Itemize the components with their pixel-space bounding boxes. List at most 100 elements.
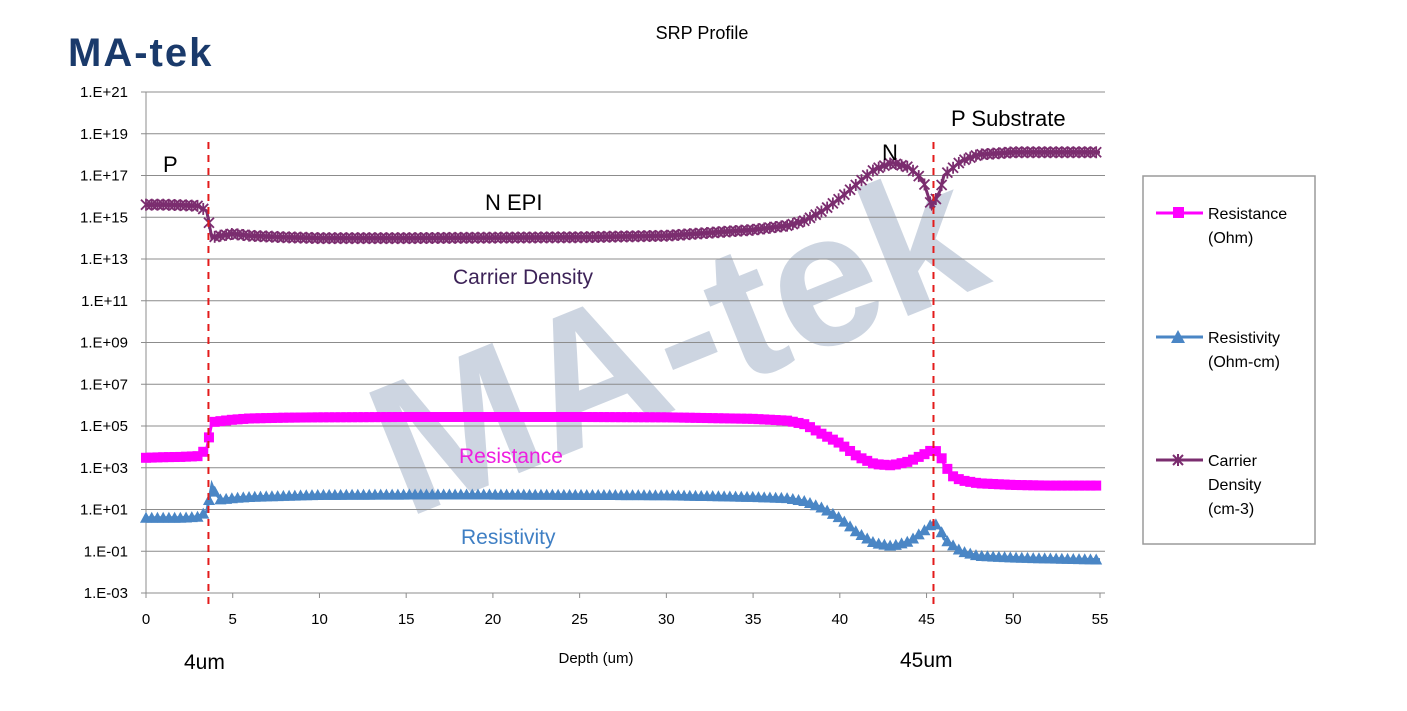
data-point	[1011, 479, 1022, 490]
data-point	[518, 411, 529, 422]
data-point	[146, 452, 157, 463]
data-point	[221, 415, 232, 426]
data-point	[186, 451, 197, 462]
data-point	[890, 459, 901, 470]
data-point	[902, 456, 913, 467]
data-point	[764, 414, 775, 425]
legend-item-resistance: Resistance (Ohm)	[1156, 206, 1287, 247]
x-axis-ticks: 0 5 10 15 20 25 30 35 40 45 50 55	[142, 611, 1109, 628]
data-point	[564, 411, 575, 422]
data-point	[844, 520, 857, 532]
data-point	[1074, 480, 1085, 491]
data-point	[925, 445, 936, 456]
square-marker-icon	[1173, 207, 1184, 218]
data-point	[341, 412, 352, 423]
data-point	[661, 412, 672, 423]
region-p-label: P	[163, 152, 178, 177]
data-point	[724, 413, 735, 424]
gridlines	[141, 91, 1105, 598]
data-point	[495, 411, 506, 422]
data-point	[616, 412, 627, 423]
legend-label: Resistance	[1208, 206, 1287, 223]
data-point	[208, 485, 221, 497]
data-point	[929, 518, 942, 530]
data-point	[398, 412, 409, 423]
x-tick-label: 25	[571, 611, 588, 628]
data-point	[679, 412, 690, 423]
data-point	[742, 413, 753, 424]
data-point	[656, 412, 667, 423]
series-resistivity-ohm-cm	[140, 479, 1103, 565]
data-point	[1090, 553, 1103, 565]
region-n-label: N	[882, 140, 898, 165]
data-point	[861, 532, 874, 544]
series-resistance-ohm	[141, 411, 1102, 491]
data-point	[203, 432, 214, 443]
data-point	[832, 511, 845, 523]
data-point	[295, 412, 306, 423]
legend-label: (Ohm)	[1208, 230, 1253, 247]
data-point	[862, 455, 873, 466]
logo: MA-tek	[68, 31, 213, 75]
data-point	[747, 413, 758, 424]
data-point	[404, 411, 415, 422]
data-point	[198, 446, 209, 457]
data-point	[1033, 480, 1044, 491]
data-point	[197, 507, 210, 519]
data-point	[942, 463, 953, 474]
data-point	[644, 412, 655, 423]
data-point	[810, 208, 822, 221]
data-point	[827, 197, 839, 210]
data-point	[244, 413, 255, 424]
data-point	[484, 411, 495, 422]
data-point	[1091, 480, 1102, 491]
data-point	[919, 449, 930, 460]
data-point	[421, 411, 432, 422]
data-point	[833, 437, 844, 448]
data-point	[312, 412, 323, 423]
data-point	[369, 412, 380, 423]
data-point	[181, 451, 192, 462]
logo-text: MA-tek	[68, 31, 213, 75]
data-point	[804, 211, 816, 224]
data-point	[787, 416, 798, 427]
data-point	[232, 414, 243, 425]
data-point	[318, 412, 329, 423]
y-tick-label: 1.E+15	[80, 209, 128, 226]
data-point	[948, 471, 959, 482]
series-carrier-density-cm	[140, 146, 1102, 245]
data-point	[598, 412, 609, 423]
data-point	[392, 412, 403, 423]
data-point	[432, 411, 443, 422]
data-point	[1079, 480, 1090, 491]
x-tick-label: 40	[831, 611, 848, 628]
y-tick-label: 1.E+21	[80, 84, 128, 101]
x-tick-label: 30	[658, 611, 675, 628]
data-point	[667, 412, 678, 423]
data-point	[1039, 480, 1050, 491]
legend-item-resistivity: Resistivity (Ohm-cm)	[1156, 330, 1280, 371]
data-point	[867, 164, 879, 177]
legend: Resistance (Ohm) Resistivity (Ohm-cm) Ca…	[1142, 175, 1316, 545]
data-point	[553, 411, 564, 422]
data-point	[461, 411, 472, 422]
y-tick-label: 1.E+01	[80, 502, 128, 519]
data-point	[815, 205, 828, 218]
data-point	[558, 411, 569, 422]
x-axis-label: Depth (um)	[558, 650, 633, 667]
x-tick-label: 50	[1005, 611, 1022, 628]
data-point	[965, 476, 976, 487]
data-point	[541, 411, 552, 422]
y-tick-label: 1.E+07	[80, 376, 128, 393]
data-point	[826, 507, 839, 519]
data-point	[289, 412, 300, 423]
data-point	[163, 452, 174, 463]
resistance-callout: Resistance	[459, 445, 563, 468]
data-point	[249, 413, 260, 424]
data-point	[576, 412, 587, 423]
data-point	[284, 412, 295, 423]
data-point	[438, 411, 449, 422]
data-point	[410, 411, 421, 422]
x-tick-label: 35	[745, 611, 762, 628]
